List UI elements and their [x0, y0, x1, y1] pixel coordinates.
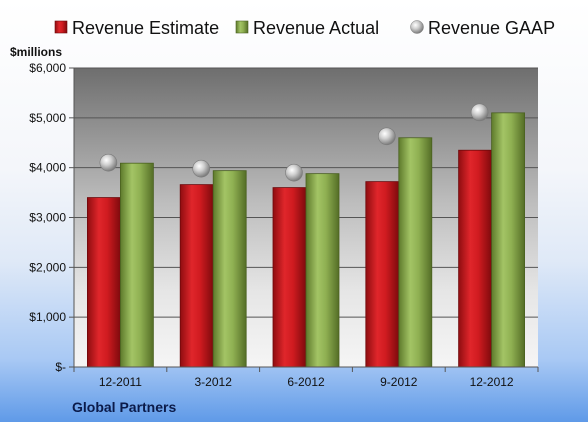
estimate-bar — [365, 181, 400, 368]
y-tick-label: $6,000 — [29, 61, 66, 75]
y-tick-label: $2,000 — [29, 260, 66, 274]
gaap-marker — [470, 103, 489, 122]
estimate-bar-legend-swatch — [54, 20, 68, 34]
actual-bar — [398, 137, 433, 368]
gaap-marker — [99, 153, 118, 172]
gaap-marker — [285, 163, 303, 182]
legend-label: Revenue Estimate — [72, 18, 219, 38]
x-tick-label: 3-2012 — [195, 375, 233, 389]
actual-bar — [305, 173, 340, 368]
estimate-bar — [272, 187, 307, 368]
y-tick-label: $1,000 — [29, 310, 66, 324]
y-axis-unit-label: $millions — [10, 45, 62, 59]
actual-bar-legend-swatch — [235, 20, 249, 34]
company-name: Global Partners — [72, 399, 176, 415]
actual-bar — [212, 170, 247, 368]
estimate-bar — [458, 149, 493, 368]
chart-legend: Revenue Estimate Revenue Actual Revenue GA… — [54, 18, 555, 38]
x-tick-label: 6-2012 — [287, 375, 325, 389]
y-tick-label: $4,000 — [29, 161, 66, 175]
legend-label: Revenue Actual — [253, 18, 379, 38]
legend-label: Revenue GAAP — [428, 18, 555, 38]
x-tick-label: 12-2011 — [99, 375, 142, 389]
x-tick-label: 9-2012 — [380, 375, 418, 389]
y-tick-label: $- — [55, 360, 66, 374]
actual-bar — [491, 112, 526, 368]
x-axis-ticks: 12-2011 3-2012 6-2012 9-2012 12-2012 — [73, 366, 539, 389]
x-tick-label: 12-2012 — [470, 375, 514, 389]
estimate-bar — [87, 197, 121, 368]
estimate-bar — [179, 184, 214, 368]
gaap-markers — [99, 103, 489, 182]
bars — [87, 112, 526, 368]
gaap-legend-swatch — [410, 20, 424, 34]
gaap-marker — [377, 127, 396, 146]
y-axis-ticks: $- $1,000 $2,000 $3,000 $4,000 $5,000 $6,000 — [29, 61, 75, 374]
actual-bar — [120, 162, 154, 368]
gaap-marker — [192, 159, 210, 178]
y-tick-label: $3,000 — [29, 211, 66, 225]
y-tick-label: $5,000 — [29, 111, 66, 125]
